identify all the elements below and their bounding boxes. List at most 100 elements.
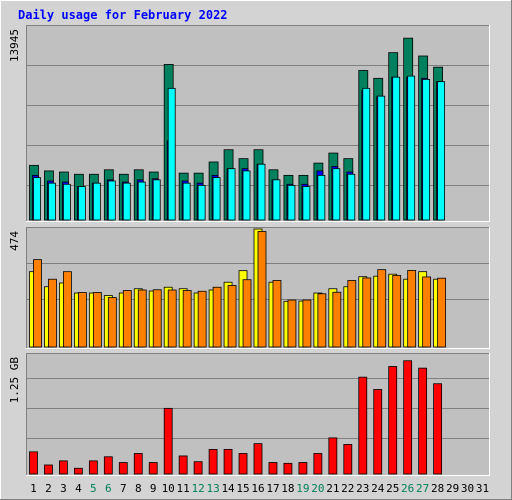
bar-pages-day-8: [137, 181, 146, 221]
x-tick-label: 29: [446, 482, 459, 495]
x-tick-label: 8: [135, 482, 142, 495]
bar-sites-day-10: [167, 289, 177, 348]
bar-sites-day-22: [347, 280, 357, 348]
bar-sites-day-25: [392, 275, 402, 348]
bar-volume-day-22: [343, 444, 353, 475]
bar-sites-day-11: [182, 290, 192, 348]
bar-sites-day-3: [63, 271, 72, 348]
bar-sites-day-7: [122, 290, 132, 348]
bar-pages-day-25: [392, 76, 401, 221]
bar-volume-day-12: [193, 461, 203, 475]
bar-sites-day-12: [197, 290, 207, 348]
scale-label-top: 13945: [8, 29, 21, 62]
x-tick-label: 14: [221, 482, 235, 495]
bar-volume-day-19: [298, 462, 308, 475]
bar-volume-day-10: [163, 407, 173, 475]
bar-pages-day-23: [362, 87, 371, 221]
x-tick-label: 11: [177, 482, 190, 495]
x-tick-label: 9: [150, 482, 157, 495]
x-tick-label: 1: [30, 482, 37, 495]
bar-pages-day-17: [272, 179, 281, 221]
x-tick-label: 30: [461, 482, 474, 495]
x-tick-label: 26: [401, 482, 414, 495]
bar-volume-day-23: [358, 376, 368, 475]
bar-pages-day-4: [77, 186, 86, 221]
bar-volume-day-17: [268, 462, 278, 475]
bar-sites-day-8: [137, 289, 147, 348]
x-tick-label: 13: [206, 482, 219, 495]
bar-sites-day-2: [48, 278, 57, 348]
bar-pages-day-9: [152, 179, 161, 221]
bar-sites-day-15: [242, 279, 252, 348]
x-tick-label: 5: [90, 482, 97, 495]
chart-title: Daily usage for February 2022: [18, 8, 228, 22]
x-tick-label: 16: [251, 482, 264, 495]
panel-bottom: 1.25 GB: [8, 353, 490, 476]
bar-sites-day-1: [33, 259, 42, 348]
bar-sites-day-26: [407, 270, 417, 348]
scale-label-bottom: 1.25 GB: [8, 357, 21, 404]
bar-sites-day-16: [257, 231, 267, 348]
bar-pages-day-7: [122, 182, 131, 221]
panel-middle: 474: [8, 227, 490, 349]
bar-sites-day-23: [362, 277, 372, 348]
x-tick-label: 31: [476, 482, 489, 495]
bar-pages-day-21: [332, 168, 341, 221]
bar-pages-day-28: [437, 81, 446, 221]
bar-pages-day-10: [167, 87, 176, 221]
x-tick-label: 25: [386, 482, 399, 495]
bar-volume-day-9: [148, 462, 158, 475]
bar-pages-day-18: [287, 185, 296, 221]
bar-volume-day-6: [103, 456, 113, 475]
x-tick-label: 2: [45, 482, 52, 495]
bar-pages-day-1: [33, 177, 41, 221]
x-tick-label: 3: [60, 482, 67, 495]
bar-volume-day-26: [403, 360, 413, 475]
bar-volume-day-13: [208, 448, 218, 475]
scale-label-middle: 474: [8, 231, 21, 251]
bar-volume-day-28: [433, 383, 443, 475]
bar-volume-day-5: [88, 460, 98, 475]
bar-volume-day-4: [73, 467, 83, 475]
x-tick-label: 28: [431, 482, 444, 495]
bar-pages-day-13: [212, 177, 221, 221]
bar-pages-day-14: [227, 168, 236, 221]
bar-sites-day-5: [92, 292, 102, 348]
x-tick-label: 21: [326, 482, 339, 495]
bar-sites-day-9: [152, 289, 162, 348]
bar-volume-day-21: [328, 437, 338, 475]
x-axis-labels: 1 2 3 4 5 6 7 8 9 10 11 12 13 14 15 16 17 18 19 20 21 22 23 24 2…: [30, 482, 489, 495]
bar-sites-day-18: [287, 299, 297, 348]
bar-pages-day-12: [197, 185, 206, 221]
bar-volume-day-14: [223, 448, 233, 475]
bar-pages-day-16: [257, 163, 266, 221]
bar-sites-day-17: [272, 280, 282, 348]
x-tick-label: 22: [341, 482, 354, 495]
bar-sites-day-13: [212, 286, 222, 348]
x-tick-label: 20: [311, 482, 324, 495]
bar-sites-day-28: [437, 277, 447, 348]
bar-pages-day-19: [302, 186, 311, 221]
bar-volume-day-15: [238, 453, 248, 475]
bar-volume-day-18: [283, 462, 293, 475]
x-tick-label: 4: [75, 482, 82, 495]
bar-pages-day-24: [377, 95, 386, 221]
bar-volume-day-11: [178, 455, 188, 475]
x-tick-label: 24: [371, 482, 385, 495]
x-tick-label: 10: [162, 482, 175, 495]
x-tick-label: 27: [416, 482, 429, 495]
x-tick-label: 17: [266, 482, 279, 495]
bar-volume-day-2: [44, 464, 53, 475]
bar-sites-day-24: [377, 269, 387, 348]
bar-sites-day-27: [422, 276, 432, 348]
bar-sites-day-14: [227, 285, 237, 348]
bar-pages-day-26: [407, 75, 416, 221]
bar-pages-day-11: [182, 182, 191, 221]
bar-volume-day-16: [253, 443, 263, 475]
x-tick-label: 23: [356, 482, 369, 495]
bar-sites-day-19: [302, 299, 312, 348]
x-tick-label: 18: [281, 482, 294, 495]
bar-pages-day-6: [107, 180, 116, 221]
